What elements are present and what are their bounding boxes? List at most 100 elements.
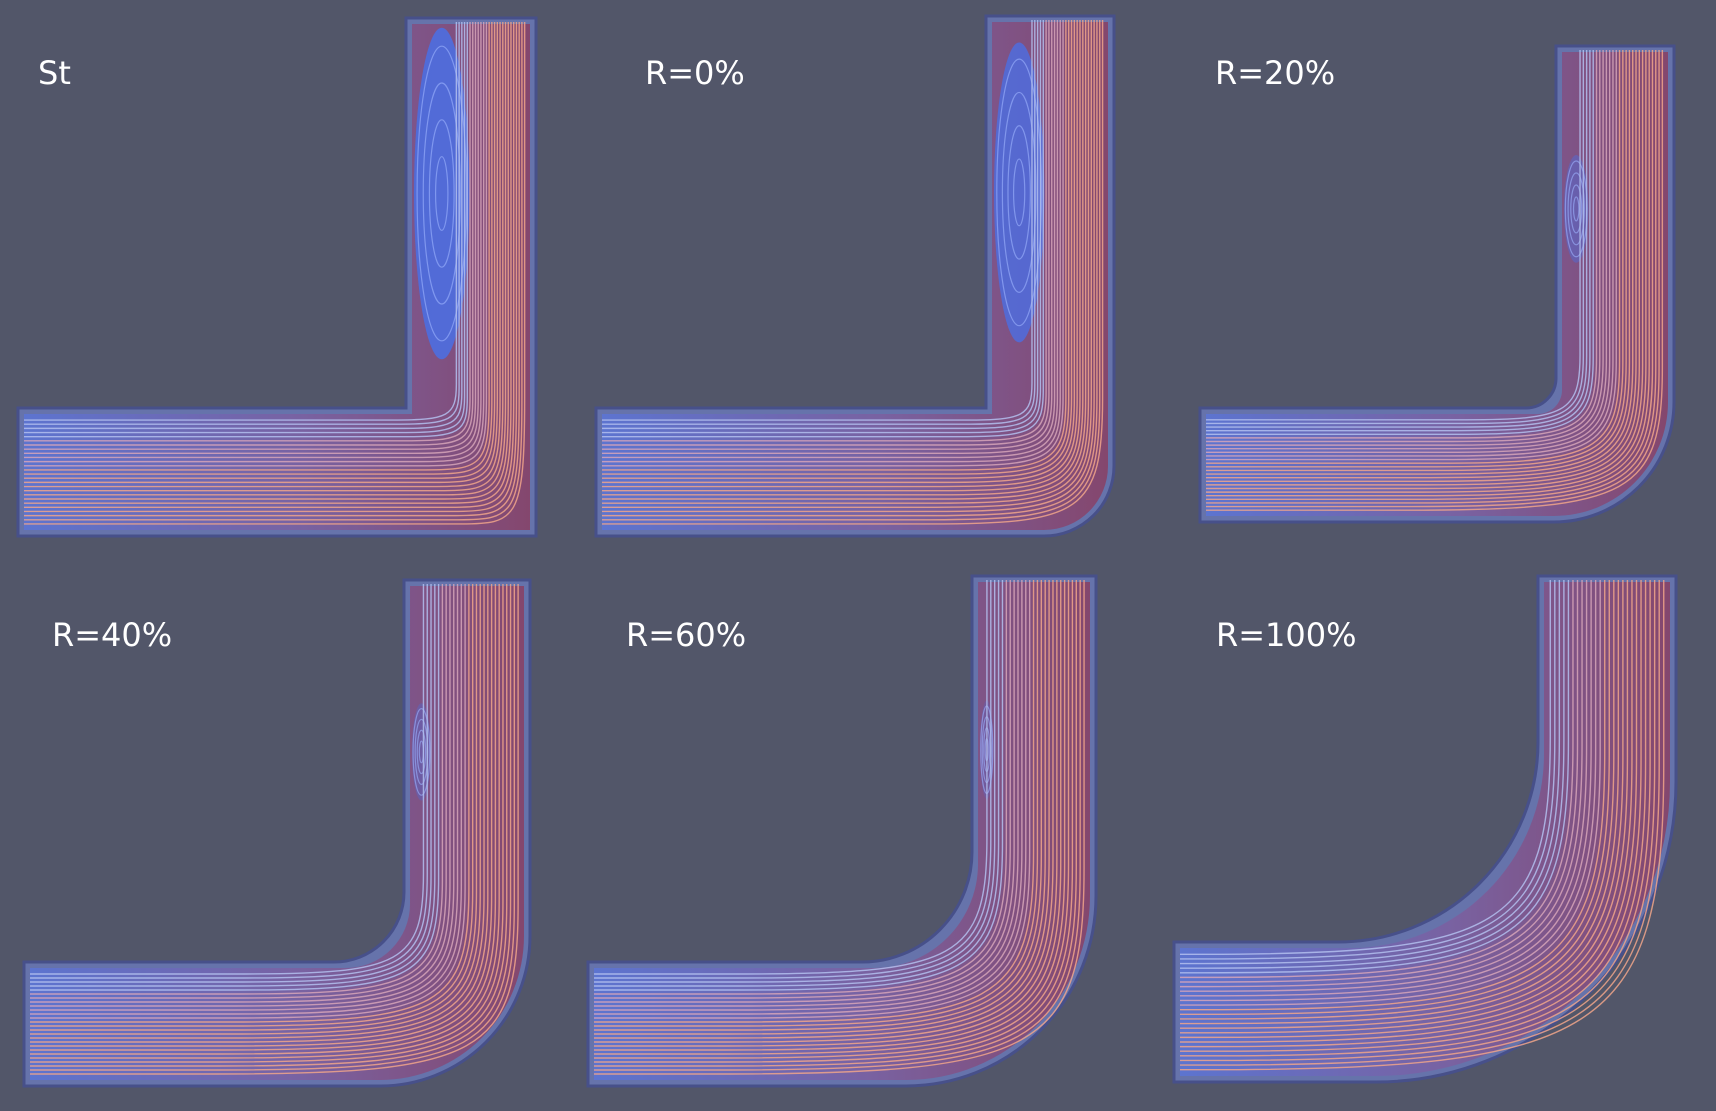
- streamline: [602, 20, 1095, 513]
- streamline: [602, 20, 1053, 450]
- streamline: [1206, 50, 1614, 457]
- vortex-streamline: [1012, 158, 1026, 227]
- recirculation-zone: [1564, 155, 1589, 263]
- streamline: [1180, 580, 1656, 1062]
- streamline: [1180, 580, 1651, 1057]
- streamline: [602, 20, 1081, 492]
- panel-label: St: [38, 54, 71, 92]
- streamline: [602, 20, 1098, 517]
- streamline: [24, 22, 460, 425]
- pipe-wall: [16, 16, 538, 538]
- streamline: [594, 580, 996, 983]
- streamline: [30, 584, 447, 999]
- streamline: [30, 584, 504, 1059]
- streamline: [24, 22, 493, 475]
- streamline: [30, 584, 497, 1051]
- streamline: [30, 584, 432, 983]
- streamline: [1180, 580, 1570, 974]
- streamline: [30, 584, 489, 1043]
- streamline: [30, 584, 436, 987]
- streamline: [24, 22, 515, 509]
- elbow-panel: R=40%: [22, 578, 532, 1088]
- streamline: [30, 584, 466, 1019]
- fluid-domain: [30, 586, 524, 1080]
- streamline: [602, 20, 1092, 509]
- streamline: [1180, 580, 1665, 1071]
- streamline: [602, 20, 1076, 484]
- streamline: [1206, 50, 1604, 446]
- streamline: [30, 584, 444, 995]
- streamline: [1206, 50, 1657, 504]
- streamline: [30, 584, 428, 979]
- streamline: [30, 584, 516, 1071]
- streamline: [1180, 580, 1647, 1052]
- streamline: [24, 22, 490, 471]
- panel-label: R=40%: [52, 616, 172, 654]
- streamline: [1180, 580, 1624, 1029]
- streamline: [1206, 50, 1654, 501]
- streamline: [30, 584, 425, 975]
- streamline: [30, 584, 481, 1035]
- elbow-panel: R=60%: [586, 574, 1098, 1088]
- streamline: [24, 22, 485, 463]
- streamline: [1206, 50, 1598, 439]
- panel-label: R=60%: [626, 616, 746, 654]
- streamline: [1206, 50, 1624, 468]
- streamline: [1180, 580, 1574, 979]
- streamline: [1180, 580, 1606, 1011]
- streamline: [30, 584, 451, 1003]
- streamline: [1206, 50, 1585, 425]
- streamline: [594, 580, 1008, 995]
- streamline: [594, 580, 988, 975]
- streamline: [30, 584, 500, 1055]
- streamline: [24, 22, 512, 504]
- streamline: [594, 580, 1039, 1027]
- streamline: [1180, 580, 1620, 1025]
- streamline: [1180, 580, 1588, 992]
- streamline: [24, 22, 526, 525]
- vortex-streamline: [1570, 184, 1583, 234]
- streamline: [602, 20, 1050, 446]
- streamline: [30, 584, 474, 1027]
- streamline: [30, 584, 459, 1011]
- streamline: [1206, 50, 1588, 428]
- streamline: [24, 22, 474, 446]
- streamline: [24, 22, 479, 455]
- streamline: [1206, 50, 1591, 432]
- vortex-streamline: [434, 156, 449, 231]
- streamline: [594, 580, 1070, 1059]
- elbow-panel: R=100%: [1172, 574, 1678, 1084]
- streamline: [594, 580, 1035, 1023]
- streamline: [1180, 580, 1565, 969]
- streamline: [1206, 50, 1647, 493]
- vortex-streamline: [1567, 172, 1585, 246]
- streamline: [24, 22, 466, 434]
- streamline: [602, 20, 1084, 496]
- streamline: [1206, 50, 1581, 421]
- fluid-domain: [594, 582, 1090, 1080]
- vortex-streamline: [416, 729, 427, 775]
- streamline: [1180, 580, 1583, 988]
- streamline: [602, 20, 1061, 463]
- streamline: [30, 584, 478, 1031]
- streamline: [1180, 580, 1638, 1043]
- streamline: [602, 20, 1067, 471]
- streamline: [24, 22, 523, 521]
- streamline: [1180, 580, 1610, 1016]
- streamline: [30, 584, 470, 1023]
- panel-label: R=0%: [645, 54, 745, 92]
- streamline: [1180, 580, 1561, 965]
- streamline: [602, 20, 1059, 459]
- streamline: [1206, 50, 1617, 461]
- streamline: [594, 580, 1050, 1039]
- streamline: [1206, 50, 1601, 443]
- streamline: [594, 580, 1085, 1075]
- vortex-streamline: [428, 119, 455, 268]
- streamline: [594, 580, 1081, 1071]
- streamline: [602, 20, 1033, 421]
- streamline: [602, 20, 1101, 521]
- streamline: [594, 580, 1004, 991]
- streamline: [24, 22, 496, 479]
- streamline: [594, 580, 1019, 1007]
- streamline: [1180, 580, 1597, 1002]
